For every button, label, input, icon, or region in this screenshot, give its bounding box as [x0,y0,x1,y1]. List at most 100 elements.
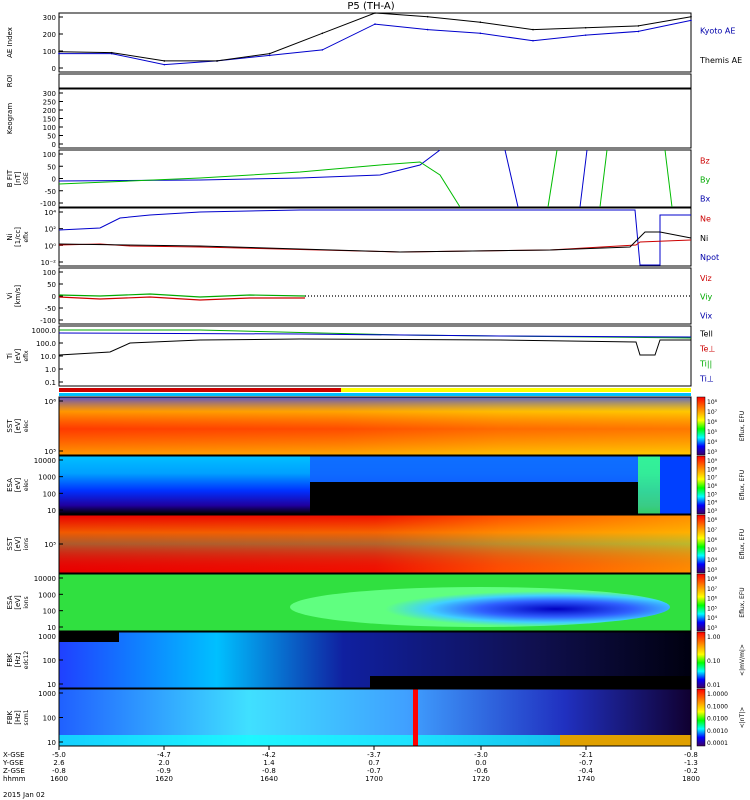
colorbar-fbk1 [696,631,706,689]
legend-ti-0: Tell [699,330,713,339]
cbar-tick-sst_i: 10⁴ [707,557,718,564]
coord-value: -0.8 [262,767,276,775]
ylabel-sst_e: SST [6,419,14,433]
ytick-ae: 100 [43,48,56,56]
ytick-esa_i: 10 [47,624,56,632]
coord-value: 1.4 [263,759,275,767]
ytick-ti: 10.0 [40,353,56,361]
coord-label: X-GSE [3,751,25,759]
cbar-tick-fbk1: 0.01 [707,682,721,689]
ytick-fbk2: 1000 [38,690,56,698]
ae-point-0-11 [637,30,640,33]
ytick-keogram: 50 [47,133,56,141]
colorbar-esa_i [696,573,706,632]
legend-bfit-0: Bz [700,156,710,165]
legend-vi-2: Vix [700,311,713,320]
ytick-bfit: -100 [40,200,56,208]
ytick-esa_i: 1000 [38,591,56,599]
ni-traces [58,209,692,266]
coord-value: -0.2 [684,767,698,775]
cbar-tick-esa_i: 10⁸ [707,576,718,583]
ylabel-ti: Ti [6,353,14,360]
ae-point-0-12 [690,19,692,22]
panel-frame-ae [58,12,692,73]
ytick-bfit: -50 [45,188,56,196]
coord-value: -0.6 [474,767,488,775]
legend-ni-2: Npot [700,253,719,262]
legend-ni-1: Ni [700,234,708,243]
ylabel2-fbk1: edc12 [23,651,30,670]
ytick-esa_e: 1000 [38,474,56,482]
ae-point-1-12 [690,15,692,18]
cbar-tick-sst_i: 10⁶ [707,537,718,544]
cbar-tick-esa_e: 10⁴ [707,500,718,507]
legend-ti-1: Te⊥ [699,345,715,354]
cbar-tick-sst_e: 10³ [707,449,718,456]
coord-value: -3.7 [367,751,381,759]
legend-bfit-2: Bx [700,194,710,203]
ytick-ti: 1000.0 [32,327,57,335]
legend-bfit-1: By [700,175,710,184]
cbar-tick-sst_i: 10³ [707,567,718,574]
coord-value: 0.7 [368,759,379,767]
cbar-tick-esa_e: 10⁶ [707,483,718,490]
spectrogram-fbk-edc12 [59,632,691,688]
cbar-tick-esa_e: 10⁵ [707,491,718,498]
cbar-label-fbk2: <|nT|> [739,707,746,729]
ae-point-1-9 [532,28,534,31]
spectrogram-sst-ions [59,515,691,573]
cbar-tick-esa_i: 10³ [707,625,718,632]
ytick-vi: -50 [45,305,56,313]
ylabel-ae: AE Index [6,27,14,58]
cbar-tick-fbk2: 0.0010 [707,728,728,735]
ae-point-0-6 [374,23,376,25]
ylabel-fbk1: FBK [6,653,14,667]
ytick-ni: 10⁰ [44,242,56,250]
cbar-tick-fbk2: 0.0100 [707,716,728,723]
cbar-tick-sst_e: 10⁶ [707,419,718,426]
cbar-tick-fbk2: 0.0001 [707,740,728,747]
ylabel2-ti: eflx [23,350,30,361]
coord-value: -0.8 [52,767,66,775]
status-bars [59,388,691,396]
panel-frame-bfit [58,149,692,208]
cbar-label-fbk1: <|mV/m|> [739,644,746,676]
coord-value: -0.4 [579,767,593,775]
ytick-fbk1: 1000 [38,633,56,641]
cbar-tick-fbk2: 1.0000 [707,691,728,698]
cbar-tick-sst_e: 10⁸ [707,399,718,406]
coord-value: 1740 [577,775,595,783]
ylabel-keogram: Keogram [6,103,14,134]
ylabel-ti: [eV] [14,348,22,363]
ylabel2-fbk2: scm1 [23,709,30,725]
coord-value: 1800 [682,775,700,783]
ae-point-0-10 [584,34,587,36]
coord-value: -0.8 [684,751,698,759]
cbar-tick-esa_i: 10⁴ [707,615,718,622]
ylabel-vi: Vi [6,293,14,300]
ae-point-1-10 [584,26,587,29]
ytick-keogram: 0 [52,141,56,149]
ytick-esa_i: 10000 [34,575,56,583]
ae-point-1-4 [268,52,271,55]
ae-point-1-11 [637,25,640,27]
cbar-tick-sst_e: 10⁵ [707,429,718,436]
ylabel-fbk2: [Hz] [14,710,22,725]
cbar-label-sst_e: Eflux, EFU [739,411,746,441]
cbar-tick-esa_e: 10⁸ [707,466,718,473]
ylabel-esa_i: ESA [6,595,14,609]
ae-point-0-4 [268,54,271,57]
ae-point-1-8 [479,21,482,24]
ylabel2-sst_i: ions [23,538,30,550]
coord-value: 2.0 [158,759,169,767]
ytick-bfit: 100 [43,151,56,159]
ytick-ae: 300 [43,14,56,22]
panel-frame-ni [58,207,692,267]
ytick-esa_e: 100 [43,490,56,498]
cbar-tick-sst_e: 10⁴ [707,439,718,446]
cbar-label-sst_i: Eflux, EFU [739,529,746,559]
colorbar-fbk2 [696,688,706,747]
coord-value: -3.0 [474,751,488,759]
